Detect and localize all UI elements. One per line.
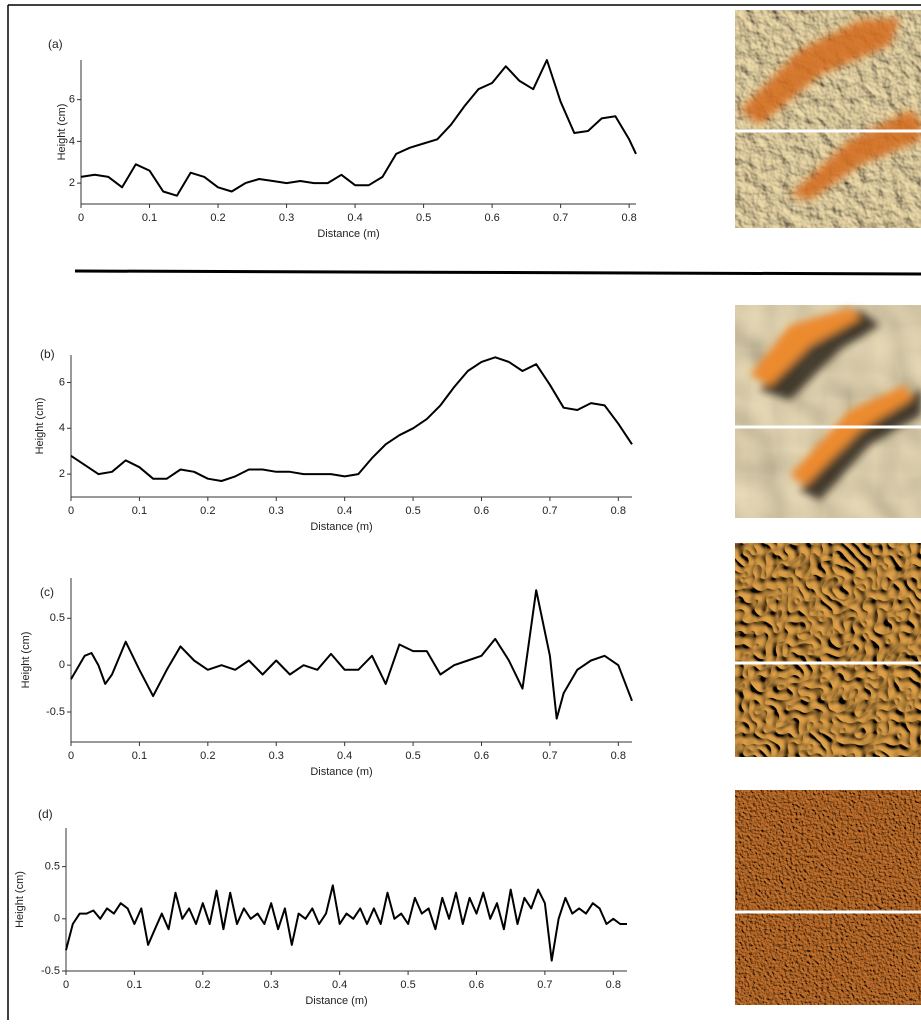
x-tick-label: 0.2	[200, 750, 215, 762]
x-tick-label: 0	[68, 505, 74, 517]
y-tick-label: 6	[69, 94, 75, 106]
image-b	[735, 305, 921, 518]
x-tick-label: 0.7	[542, 505, 557, 517]
x-tick-label: 0.2	[195, 979, 210, 991]
x-tick-label: 0.4	[332, 979, 347, 991]
x-tick-label: 0	[78, 212, 84, 224]
data-line	[70, 356, 633, 482]
panel-label: (b)	[40, 347, 55, 361]
y-tick-label: 0.5	[50, 612, 65, 624]
x-tick-label: 0.6	[484, 212, 499, 224]
y-tick-label: 0	[59, 659, 65, 671]
x-tick-label: 0.8	[606, 979, 621, 991]
x-tick-label: 0.2	[210, 212, 225, 224]
y-axis-label: Height (cm)	[34, 398, 46, 455]
x-tick-label: 0.3	[264, 979, 279, 991]
x-tick-label: 0.3	[269, 505, 284, 517]
x-axis-label: Distance (m)	[317, 228, 379, 240]
x-tick-label: 0.1	[142, 212, 157, 224]
image-a	[735, 10, 921, 228]
panel-label: (a)	[48, 37, 63, 51]
x-tick-label: 0.3	[279, 212, 294, 224]
image-d	[735, 790, 921, 1005]
x-tick-label: 0.5	[405, 750, 420, 762]
x-tick-label: 0.4	[337, 505, 352, 517]
x-tick-label: 0.6	[474, 750, 489, 762]
y-tick-label: 0.5	[45, 861, 60, 873]
separator	[74, 269, 921, 276]
x-tick-label: 0	[63, 979, 69, 991]
y-tick-label: -0.5	[46, 706, 65, 718]
y-tick-label: 2	[69, 177, 75, 189]
data-line	[80, 59, 637, 197]
y-tick-label: 0	[54, 913, 60, 925]
data-line	[70, 589, 633, 720]
x-axis-label: Distance (m)	[310, 521, 372, 533]
x-axis-label: Distance (m)	[305, 995, 367, 1007]
y-tick-label: 4	[69, 135, 75, 147]
x-tick-label: 0.1	[132, 505, 147, 517]
x-tick-label: 0.7	[537, 979, 552, 991]
x-tick-label: 0	[68, 750, 74, 762]
x-tick-label: 0.4	[337, 750, 352, 762]
panel-label: (d)	[38, 807, 53, 821]
x-tick-label: 0.4	[347, 212, 362, 224]
image-c	[735, 543, 921, 757]
y-axis-label: Height (cm)	[20, 632, 32, 689]
x-axis-label: Distance (m)	[310, 766, 372, 778]
x-tick-label: 0.5	[405, 505, 420, 517]
x-tick-label: 0.6	[469, 979, 484, 991]
x-tick-label: 0.6	[474, 505, 489, 517]
x-tick-label: 0.3	[269, 750, 284, 762]
x-tick-label: 0.7	[553, 212, 568, 224]
x-tick-label: 0.5	[400, 979, 415, 991]
y-axis-label: Height (cm)	[14, 871, 26, 928]
x-tick-label: 0.8	[611, 750, 626, 762]
panel-label: (c)	[40, 585, 54, 599]
x-tick-label: 0.5	[416, 212, 431, 224]
y-axis-label: Height (cm)	[56, 104, 68, 161]
x-tick-label: 0.1	[127, 979, 142, 991]
y-tick-label: -0.5	[41, 965, 60, 977]
x-tick-label: 0.8	[621, 212, 636, 224]
y-tick-label: 2	[59, 468, 65, 480]
x-tick-label: 0.2	[200, 505, 215, 517]
data-line	[65, 884, 627, 962]
x-tick-label: 0.8	[611, 505, 626, 517]
y-tick-label: 4	[59, 422, 65, 434]
x-tick-label: 0.7	[542, 750, 557, 762]
x-tick-label: 0.1	[132, 750, 147, 762]
y-tick-label: 6	[59, 376, 65, 388]
